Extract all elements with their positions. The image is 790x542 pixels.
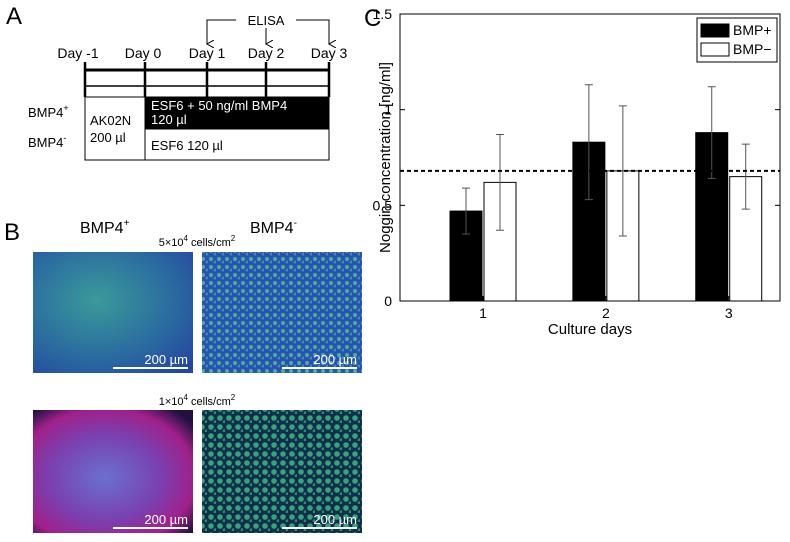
chart: 0 0.5 1 1.5 Noggin concentration [ng/ml] Cult… xyxy=(373,6,781,338)
box-text: 200 µl xyxy=(90,130,126,145)
box-text: ESF6 120 µl xyxy=(151,138,223,153)
scale-bar-label: 200 µm xyxy=(313,352,357,367)
box-text: AK02N xyxy=(90,113,131,128)
density-label: 1×104 cells/cm2 xyxy=(159,393,236,408)
error-bar xyxy=(584,84,593,201)
scale-bar-label: 200 µm xyxy=(144,512,188,527)
error-bar xyxy=(496,134,504,231)
box-text: 120 µl xyxy=(151,112,187,127)
error-bar xyxy=(707,86,716,180)
y-tick-label: 1.5 xyxy=(373,6,393,22)
density-unit: cells/cm xyxy=(188,237,231,249)
density-label: 5×104 cells/cm2 xyxy=(159,234,236,249)
error-bar xyxy=(462,187,470,235)
scale-bars: 200 µm 200 µm 200 µm 200 µm xyxy=(113,352,357,529)
micrograph xyxy=(202,252,362,373)
micrograph xyxy=(33,410,193,533)
density-base: 5×10 xyxy=(159,237,184,249)
panel-letter: A xyxy=(6,3,22,30)
y-tick-label: 0 xyxy=(384,293,392,309)
row-sup: - xyxy=(63,133,66,143)
error-bar xyxy=(618,105,627,237)
row-name: BMP4 xyxy=(28,105,63,120)
legend-swatch xyxy=(700,42,730,57)
y-tick-label: 0.5 xyxy=(373,197,393,213)
density-base: 1×10 xyxy=(159,396,184,408)
y-axis-label: Noggin concentration [ng/ml] xyxy=(377,62,394,253)
x-tick-label: 3 xyxy=(725,305,733,321)
x-tick-label: 2 xyxy=(602,305,610,321)
scale-bar-label: 200 µm xyxy=(313,512,357,527)
x-tick-label: 1 xyxy=(479,305,487,321)
x-axis-label: Culture days xyxy=(548,321,632,338)
day-label: Day 1 xyxy=(189,45,226,61)
error-bar xyxy=(741,143,750,210)
bmp-box xyxy=(144,96,330,130)
density-exp: 4 xyxy=(184,234,189,243)
day-label: Day 2 xyxy=(248,45,285,61)
row-label: BMP4+ xyxy=(28,103,69,120)
row-sup: + xyxy=(63,103,68,113)
density-unit: cells/cm xyxy=(188,396,231,408)
label-bg xyxy=(236,12,296,28)
ak-box xyxy=(84,96,146,161)
scale-bar-label: 200 µm xyxy=(144,352,188,367)
col-sup: - xyxy=(294,218,297,229)
legend-swatch xyxy=(700,23,730,38)
legend-label: BMP+ xyxy=(733,22,772,38)
col-name: BMP4 xyxy=(80,220,124,237)
y-tick-label: 1 xyxy=(384,102,392,118)
density-unit-exp: 2 xyxy=(231,393,236,402)
panel-letter: C xyxy=(364,5,381,32)
column-label: BMP4+ xyxy=(80,218,130,237)
density-unit-exp: 2 xyxy=(231,234,236,243)
micrograph xyxy=(202,410,362,533)
density-exp: 4 xyxy=(184,393,189,402)
micrograph xyxy=(33,252,193,373)
esf-box xyxy=(144,128,330,161)
col-name: BMP4 xyxy=(250,220,294,237)
day-label: Day 3 xyxy=(311,45,348,61)
box-text: ESF6 + 50 ng/ml BMP4 xyxy=(151,98,287,113)
row-label: BMP4- xyxy=(28,133,66,150)
timeline-ticks xyxy=(83,62,331,97)
day-labels: Day -1 Day 0 Day 1 Day 2 Day 3 xyxy=(57,45,347,61)
col-sup: + xyxy=(124,218,130,229)
panel-letter: B xyxy=(4,219,20,246)
legend-label: BMP− xyxy=(733,41,772,57)
day-label: Day 0 xyxy=(125,45,162,61)
row-name: BMP4 xyxy=(28,135,63,150)
column-label: BMP4- xyxy=(250,218,297,237)
day-label: Day -1 xyxy=(57,45,98,61)
elisa-label: ELISA xyxy=(248,13,285,28)
